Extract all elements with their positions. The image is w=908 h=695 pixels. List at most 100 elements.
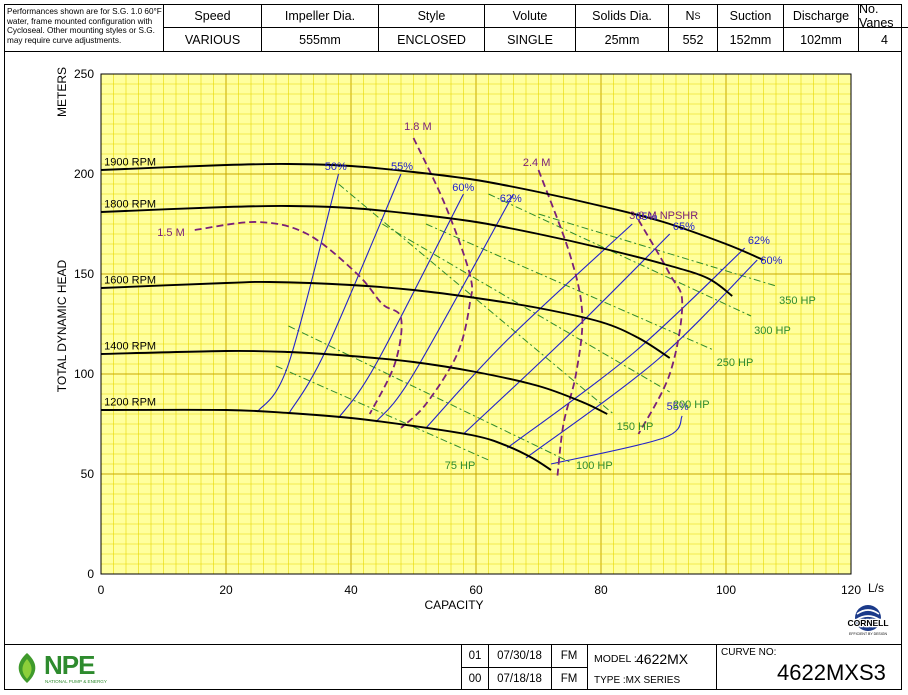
efficiency-label: 65%: [673, 221, 695, 233]
y-tick-label: 50: [81, 467, 95, 481]
efficiency-curve: [338, 193, 464, 419]
efficiency-label: 55%: [391, 161, 413, 173]
speed-curve: [100, 408, 552, 471]
x-axis-unit: L/s: [868, 581, 884, 595]
rev-number: 00: [468, 673, 482, 685]
rev-date: 07/18/18: [497, 673, 542, 685]
speed-label: 1800 RPM: [104, 199, 156, 211]
power-line: [488, 193, 752, 317]
spec-value: 4: [881, 32, 888, 47]
power-label: 350 HP: [779, 295, 816, 307]
spec-value: 25mm: [604, 32, 640, 47]
npe-leaf-icon: [18, 653, 36, 683]
efficiency-curve: [256, 173, 340, 413]
y-axis-label: TOTAL DYNAMIC HEAD: [55, 259, 69, 392]
npshr-label: 2.4 M: [523, 157, 551, 169]
spec-col-speed: Speed VARIOUS: [164, 4, 262, 51]
power-label: 100 HP: [576, 460, 613, 472]
speed-curve: [100, 349, 608, 415]
spec-value: 552: [682, 32, 704, 47]
rev-number: 01: [468, 650, 482, 662]
y-tick-label: 100: [74, 367, 94, 381]
efficiency-label: 60%: [760, 255, 782, 267]
spec-col-volute: Volute SINGLE: [485, 4, 576, 51]
efficiency-label: 65%: [635, 211, 657, 223]
speed-curve: [100, 280, 671, 359]
x-tick-label: 40: [344, 583, 358, 597]
npshr-curve: [194, 221, 403, 415]
speed-curve: [100, 162, 764, 261]
spec-label: Discharge: [784, 4, 858, 28]
power-lines: [275, 183, 777, 463]
power-line: [288, 325, 570, 463]
spec-label: Impeller Dia.: [262, 4, 378, 28]
curve-number-box: CURVE NO: 4622MXS3: [716, 645, 903, 690]
npe-logo: NPE NATIONAL PUMP & ENERGY: [12, 651, 122, 687]
spec-col-discharge: Discharge 102mm: [784, 4, 859, 51]
power-line: [275, 365, 489, 461]
x-tick-label: 100: [716, 583, 736, 597]
axis-ticks: 0 20 40 60 80 100 120 0 50 100 150 200 250: [74, 67, 861, 597]
efficiency-label: 55%: [667, 401, 689, 413]
title-block: NPE NATIONAL PUMP & ENERGY 01 07/30/18 F…: [4, 644, 902, 690]
x-tick-label: 20: [219, 583, 233, 597]
y-axis-unit: METERS: [55, 67, 69, 117]
curve-no-label: CURVE NO:: [721, 647, 777, 658]
x-axis-label: CAPACITY: [424, 598, 483, 612]
plot-border: [100, 73, 852, 575]
type-label: TYPE :MX SERIES: [594, 674, 681, 686]
speed-label: 1600 RPM: [104, 275, 156, 287]
efficiency-label: 62%: [748, 235, 770, 247]
spec-table: Speed VARIOUS Impeller Dia. 555mm Style …: [164, 2, 908, 51]
npshr-curve: [537, 169, 584, 479]
spec-col-style: Style ENCLOSED: [379, 4, 485, 51]
spec-col-impeller: Impeller Dia. 555mm: [262, 4, 379, 51]
speed-label: 1200 RPM: [104, 397, 156, 409]
npshr-label: 1.5 M: [157, 227, 185, 239]
power-line: [425, 223, 714, 351]
spec-col-vanes: No. Vanes 4: [859, 2, 908, 51]
npshr-curves: [194, 137, 684, 479]
efficiency-curve: [525, 259, 758, 459]
model-label: MODEL :: [594, 653, 637, 665]
rev-by: FM: [560, 673, 578, 685]
spec-label: Speed: [164, 4, 261, 28]
cornell-logo: CORNELL EFFICIENT BY DESIGN: [846, 605, 890, 636]
spec-value: 102mm: [800, 32, 842, 47]
y-tick-label: 200: [74, 167, 94, 181]
grid: [100, 73, 852, 575]
page-frame: [4, 4, 902, 690]
power-label: 150 HP: [617, 421, 654, 433]
spec-header: Performances shown are for S.G. 1.0 60°F…: [4, 2, 908, 52]
efficiency-label: 60%: [452, 182, 474, 194]
npshr-curve: [637, 219, 684, 435]
speed-label: 1400 RPM: [104, 341, 156, 353]
npshr-label: 3.0 M NPSHR: [629, 210, 698, 222]
efficiency-curve: [288, 173, 402, 415]
npe-logo-text: NPE: [44, 650, 95, 680]
efficiency-label: 62%: [500, 193, 522, 205]
spec-value: 152mm: [729, 32, 772, 47]
x-tick-label: 0: [98, 583, 105, 597]
speed-curve: [100, 204, 733, 297]
speed-curves: [100, 162, 764, 471]
spec-label: Suction: [718, 4, 783, 28]
power-label: 75 HP: [445, 460, 476, 472]
spec-col-suction: Suction 152mm: [718, 4, 784, 51]
spec-label: Volute: [485, 4, 575, 28]
x-tick-label: 60: [469, 583, 483, 597]
cornell-brand: CORNELL: [847, 618, 888, 628]
curve-no-value: 4622MXS3: [777, 660, 886, 685]
spec-value: SINGLE: [507, 32, 553, 47]
power-line: [381, 223, 671, 393]
rev-date: 07/30/18: [497, 650, 542, 662]
y-tick-label: 250: [74, 67, 94, 81]
efficiency-label: 50%: [325, 161, 347, 173]
y-tick-label: 150: [74, 267, 94, 281]
npshr-label: 1.8 M: [404, 121, 432, 133]
cornell-tagline: EFFICIENT BY DESIGN: [849, 632, 887, 636]
model-value: 4622MX: [636, 651, 689, 667]
